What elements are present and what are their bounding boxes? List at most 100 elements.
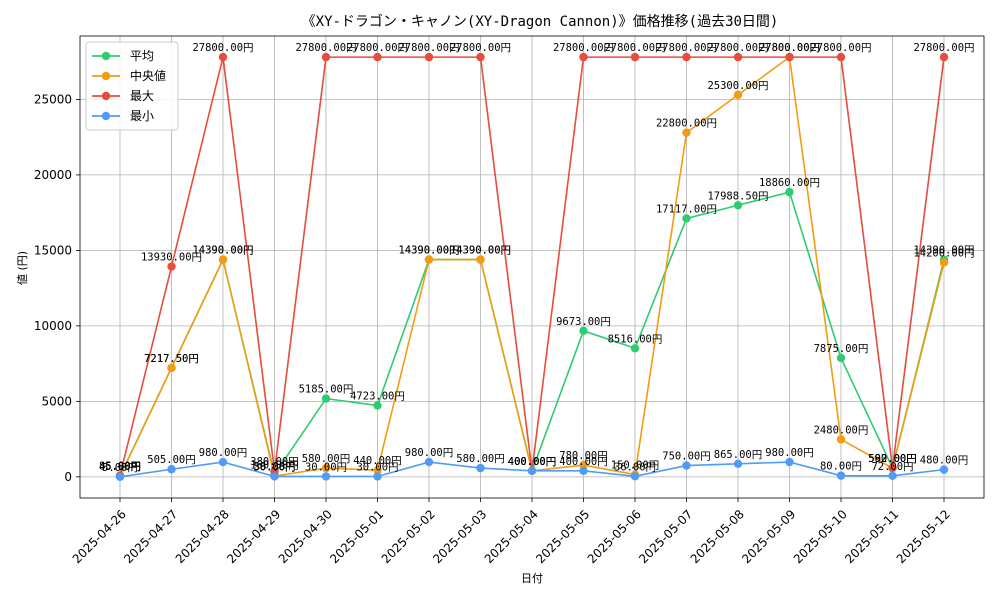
x-tick-label: 2025-05-05 [533,507,592,566]
data-value-label: 440.00円 [353,455,401,467]
data-point [579,52,588,62]
data-value-label: 27800.00円 [707,42,768,54]
data-value-label: 14390.00円 [450,245,511,257]
x-tick-label: 2025-05-01 [327,507,386,566]
data-point [218,52,228,62]
data-point [785,52,794,62]
x-tick-label: 2025-05-11 [842,507,901,566]
data-point [424,255,434,264]
data-point [476,463,485,473]
data-value-label: 400.00円 [508,456,556,468]
data-value-label: 7217.50円 [144,353,199,365]
data-point [321,52,331,62]
data-point [939,465,949,474]
data-value-label: 80.00円 [820,461,862,473]
data-value-label: 27800.00円 [810,42,871,54]
data-point [785,187,794,197]
grid-lines [80,36,984,498]
data-value-label: 4723.00円 [350,391,405,403]
data-value-label: 480.00円 [920,455,968,467]
y-axis-label: 値 (円) [16,251,29,285]
data-point [218,255,228,264]
data-value-label: 592.00円 [868,453,916,465]
data-value-label: 780.00円 [559,450,607,462]
data-point [373,472,382,481]
data-value-label: 150.00円 [611,460,659,472]
chart-title: 《XY-ドラゴン・キャノン(XY-Dragon Cannon)》価格推移(過去3… [302,13,779,30]
data-value-label: 5185.00円 [299,384,354,396]
data-point [115,472,125,481]
legend-swatch-marker [101,71,111,81]
data-value-label: 14390.00円 [913,245,974,257]
data-value-label: 27800.00円 [192,42,253,54]
data-value-label: 27800.00円 [347,42,408,54]
y-tick-label: 5000 [41,394,72,408]
legend-entry-label: 平均 [130,49,154,63]
legend-entry-label: 中央値 [130,68,166,83]
data-point [167,465,176,474]
x-tick-label: 2025-05-08 [688,507,747,566]
data-value-label: 14390.00円 [398,245,459,257]
data-point [939,258,949,267]
data-value-label: 592.00円 [868,453,916,465]
legend-box [85,41,179,131]
data-point [579,466,588,476]
data-value-label: 27800.00円 [759,42,820,54]
x-tick-label: 2025-05-03 [430,507,489,566]
y-tick-label: 25000 [34,92,72,106]
data-point [682,461,691,470]
data-point [579,326,588,336]
data-point [218,457,228,467]
data-point [373,52,382,62]
data-point [321,463,331,473]
data-value-label: 17988.50円 [707,190,768,202]
data-value-label: 27800.00円 [604,42,665,54]
data-labels: 45.00円 7217.50円 14390.00円 160.00円 5185.00円47… [99,42,975,474]
data-value-label: 980.00円 [405,447,453,459]
data-value-label: 5.00円 [102,462,138,474]
x-tick-label: 2025-04-29 [224,507,283,566]
plot-frame [79,35,985,499]
data-point [733,52,743,62]
x-tick-label: 2025-05-12 [894,507,953,566]
data-point [630,472,640,481]
legend-swatch-marker [101,111,111,121]
data-value-label: 45.00円 [99,461,141,473]
x-tick-label: 2025-04-30 [276,507,335,566]
data-value-label: 400.00円 [508,456,556,468]
data-value-label: 27800.00円 [656,42,717,54]
x-tick-label: 2025-05-10 [791,507,850,566]
data-value-label: 22800.00円 [656,118,717,130]
y-tick-label: 0 [64,470,72,484]
data-value-label: 865.00円 [714,449,762,461]
data-point [373,466,382,475]
data-point [167,262,176,271]
x-axis-label: 日付 [521,572,543,585]
data-point [527,466,537,476]
data-point [630,344,640,353]
data-value-label: 27800.00円 [398,42,459,54]
data-point [836,353,846,363]
data-value-label: 25300.00円 [707,80,768,92]
data-value-label: 380.00円 [250,456,298,468]
data-point [682,52,691,62]
data-value-label: 160.00円 [250,459,298,471]
data-value-label: 18860.00円 [759,177,820,189]
data-value-label: 14200.00円 [913,247,974,259]
data-point [888,463,897,473]
x-tick-label: 2025-04-26 [70,507,129,566]
data-value-label: 72.00円 [871,461,913,473]
data-value-label: 85.00円 [99,461,141,473]
data-point [424,457,434,467]
data-point [321,394,331,403]
data-value-label: 980.00円 [199,447,247,459]
x-tick-label: 2025-05-09 [739,507,798,566]
data-point [836,435,846,444]
data-value-label: 27800.00円 [913,42,974,54]
x-tick-label: 2025-05-02 [379,507,438,566]
data-point [733,201,743,210]
data-value-label: 400.00円 [508,456,556,468]
data-value-label: 14390.00円 [398,245,459,257]
data-point [733,90,743,100]
